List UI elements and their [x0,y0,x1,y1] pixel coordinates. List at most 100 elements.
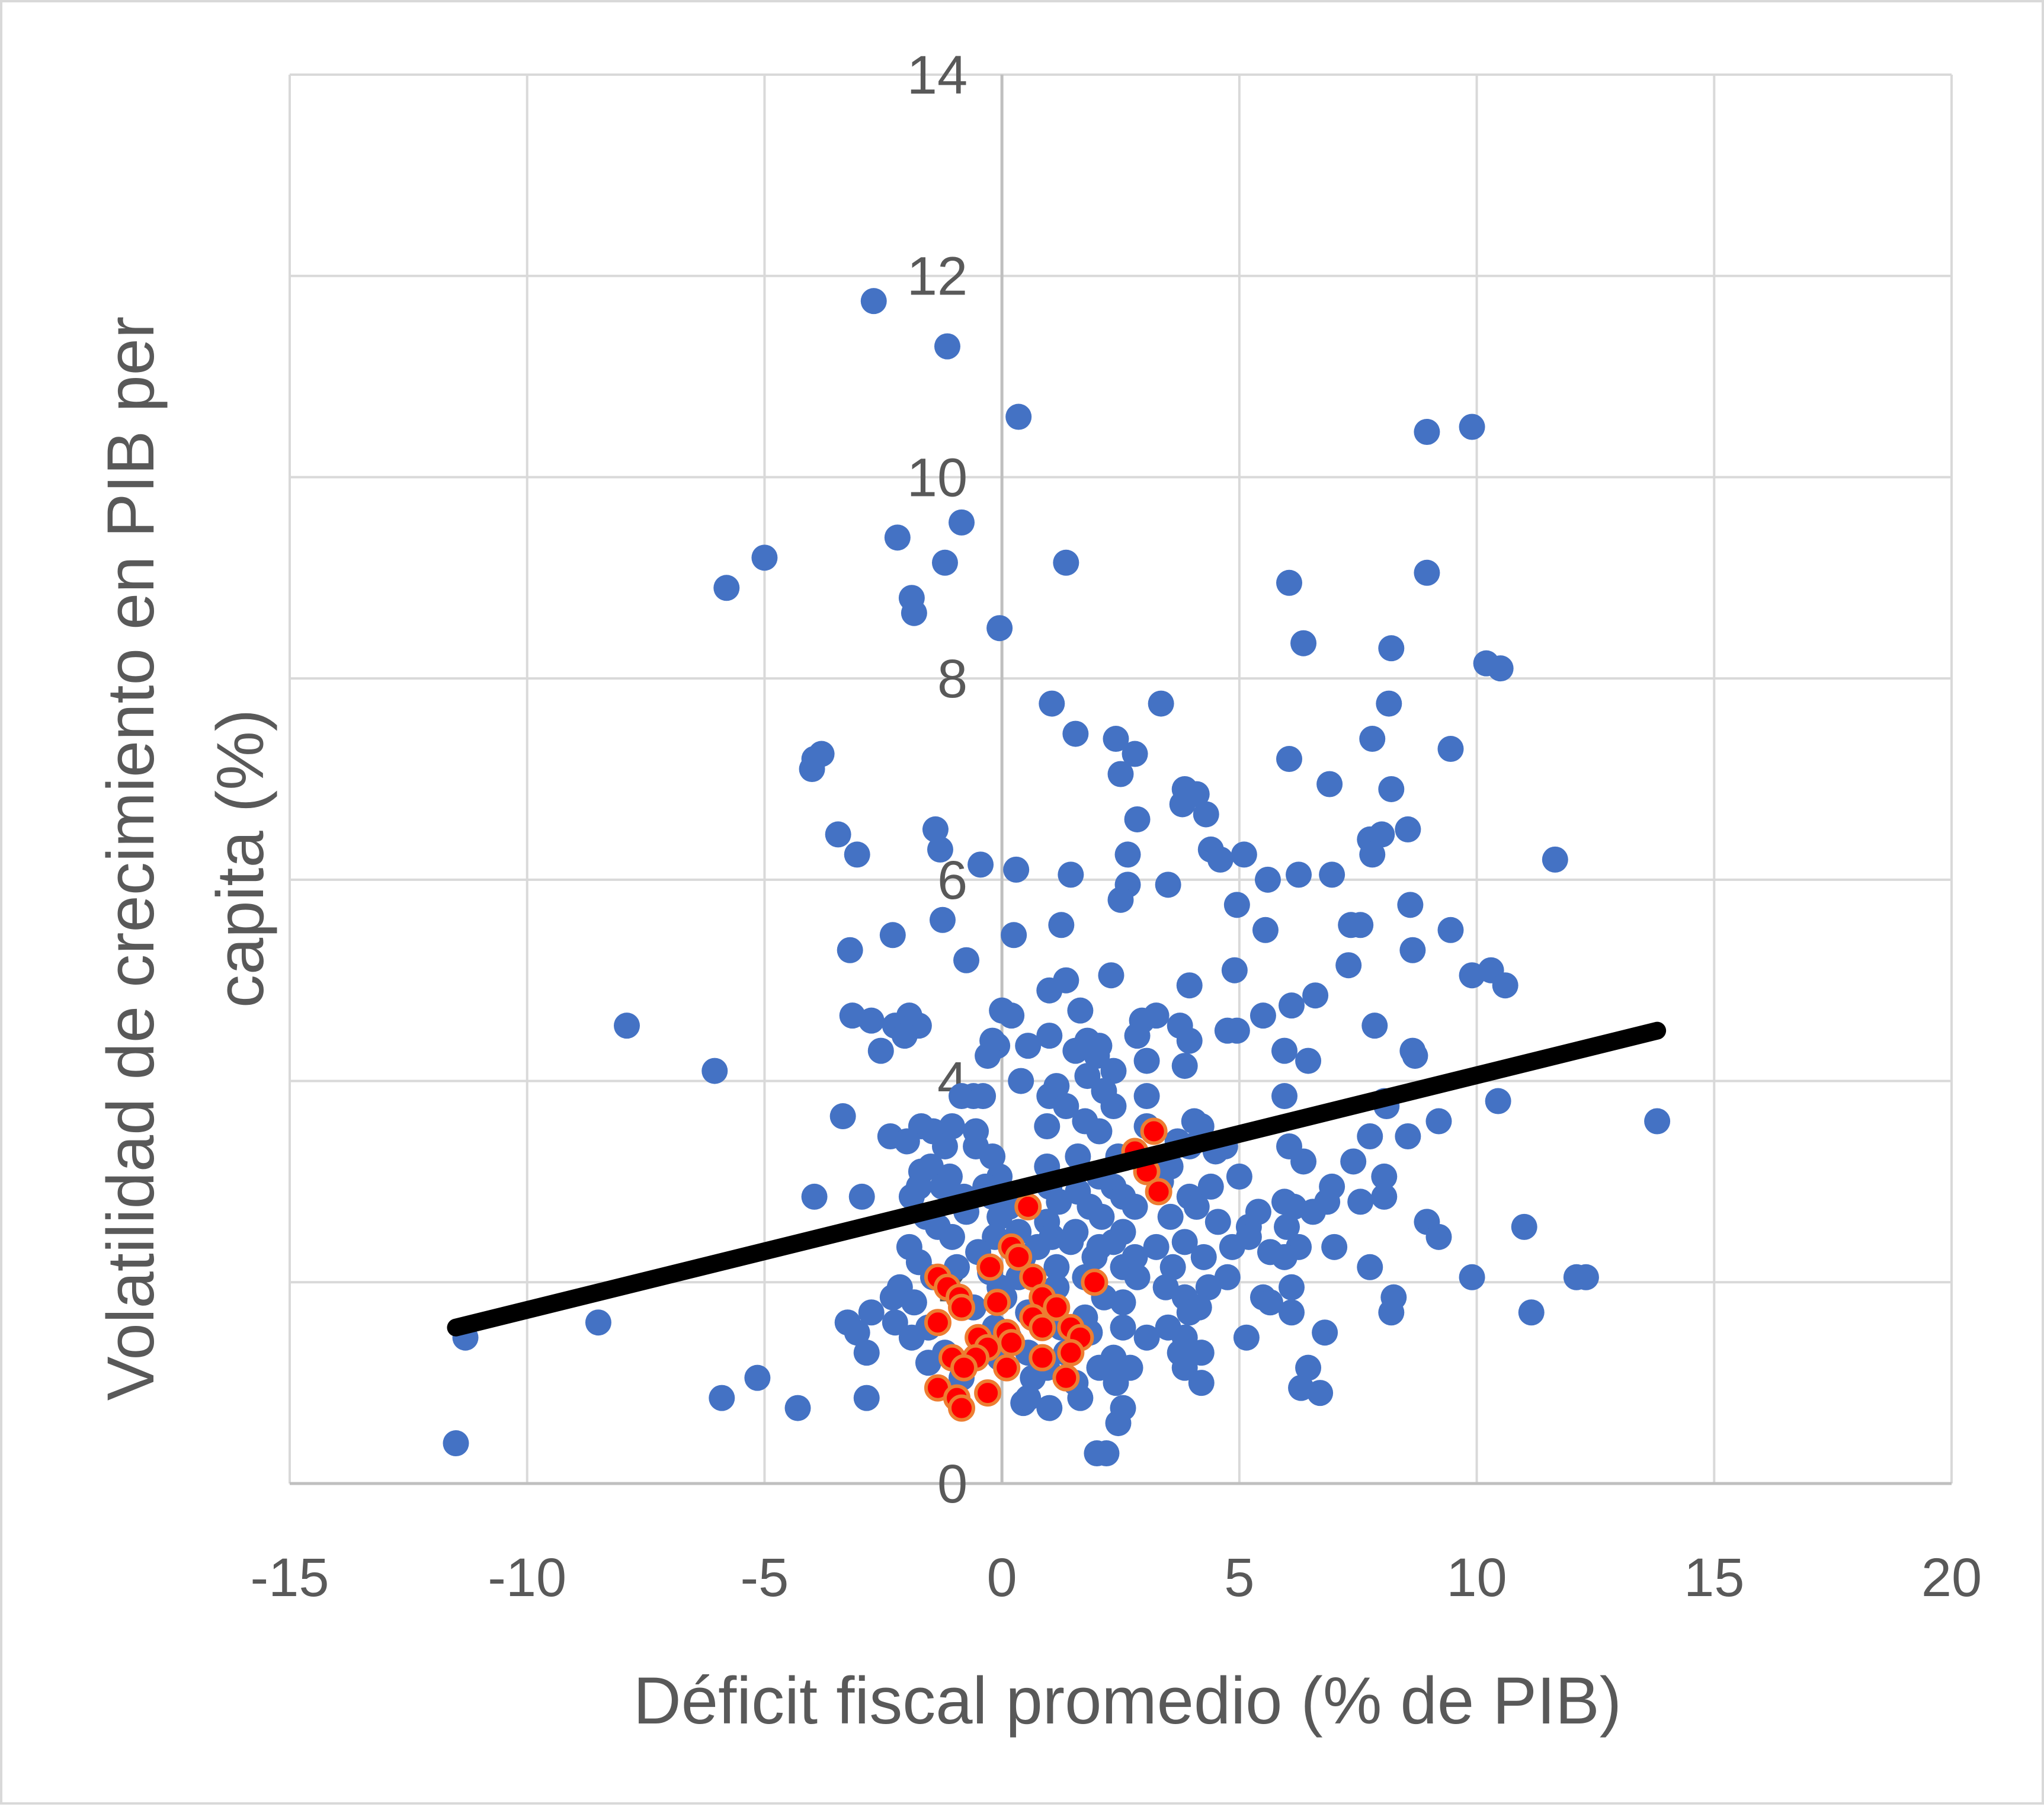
data-point-blue [1103,726,1129,752]
data-point-blue [853,1385,880,1411]
x-tick-label: -5 [741,1548,789,1608]
data-point-blue [1143,1002,1170,1029]
data-point-red [983,1289,1011,1316]
data-point-blue [1105,1410,1132,1437]
data-point-blue [1036,1023,1063,1049]
data-point-blue [1487,655,1514,682]
data-point-red [950,1354,978,1382]
data-point-blue [1219,1233,1245,1260]
data-point-blue [1378,1299,1405,1326]
data-point-blue [1034,1113,1061,1140]
data-point-blue [853,1340,880,1366]
data-point-blue [751,544,778,571]
data-point-blue [1110,1314,1136,1341]
data-point-blue [1005,403,1032,430]
data-point-blue [898,1183,925,1210]
data-point-blue [1485,1088,1511,1114]
y-tick-label: 8 [937,649,967,709]
data-point-blue [986,1203,1013,1230]
data-point-blue [1204,1209,1231,1235]
data-point-blue [1176,1027,1203,1054]
data-point-red [1005,1243,1033,1271]
data-point-blue [1036,977,1063,1004]
data-point-blue [1046,1188,1072,1215]
data-point-blue [844,1319,870,1346]
data-point-blue [1039,690,1065,717]
data-point-blue [1279,1299,1305,1326]
data-point-blue [1321,1233,1348,1260]
data-point-blue [893,1128,920,1155]
x-tick-label: 20 [1921,1548,1982,1608]
x-tick-label: 5 [1224,1548,1254,1608]
data-point-blue [1110,1289,1136,1316]
data-point-blue [1359,841,1386,868]
data-point-blue [1254,866,1281,893]
data-point-red [1029,1313,1056,1341]
x-tick-label: -10 [488,1548,566,1608]
x-tick-label: 10 [1446,1548,1507,1608]
data-point-blue [1399,937,1426,963]
data-point-blue [1058,1229,1084,1255]
data-point-blue [1093,1440,1120,1467]
data-point-blue [898,1324,925,1351]
data-point-blue [1133,1047,1160,1074]
data-point-blue [1053,549,1079,576]
data-point-blue [1279,992,1305,1019]
data-point-blue [1425,1223,1452,1250]
data-point-blue [1015,1033,1042,1059]
data-point-blue [1307,1380,1334,1406]
data-point-blue [858,1299,885,1326]
data-point-blue [1015,1385,1042,1411]
data-point-blue [1223,892,1250,918]
data-point-blue [1437,736,1464,762]
data-point-blue [1252,917,1279,943]
data-point-blue [1003,856,1030,883]
data-point-blue [891,1023,918,1049]
data-point-red [1057,1339,1085,1367]
data-point-blue [860,288,887,315]
data-point-blue [709,1385,735,1411]
data-point-blue [1371,1183,1398,1210]
data-point-blue [1290,1148,1317,1175]
data-point-blue [744,1364,771,1391]
data-point-blue [1286,861,1312,888]
data-point-blue [1371,1163,1398,1190]
data-point-red [1140,1117,1168,1145]
data-point-blue [1190,1244,1217,1270]
data-point-blue [975,1043,1001,1069]
data-point-blue [986,615,1013,642]
data-point-blue [1312,1319,1338,1346]
data-point-blue [1065,1143,1091,1170]
data-point-blue [1171,1229,1198,1255]
data-point-blue [1397,892,1424,918]
data-point-blue [1001,922,1027,949]
data-point-blue [1395,816,1421,842]
data-point-red [1052,1364,1080,1392]
data-point-blue [1062,720,1089,747]
data-point-red [976,1253,1004,1281]
data-point-blue [879,922,906,949]
data-point-blue [938,1223,965,1250]
y-tick-label: 0 [937,1454,967,1514]
data-point-blue [837,937,863,963]
data-point-blue [970,1083,997,1110]
data-point-blue [1157,1203,1184,1230]
data-point-blue [1274,1213,1300,1240]
data-point-blue [949,509,975,536]
data-point-blue [1074,1063,1101,1090]
data-point-blue [1176,972,1203,999]
data-point-blue [1226,1163,1252,1190]
data-point-blue [1302,982,1329,1009]
data-point-blue [931,549,958,576]
data-point-blue [1053,1093,1079,1120]
data-point-blue [1357,1254,1383,1280]
data-point-blue [443,1430,469,1457]
data-point-blue [858,1007,885,1034]
data-point-blue [1340,1148,1367,1175]
data-point-blue [701,1058,728,1084]
data-point-blue [1223,1017,1250,1044]
data-point-blue [979,1143,1006,1170]
data-point-blue [1395,1123,1421,1149]
